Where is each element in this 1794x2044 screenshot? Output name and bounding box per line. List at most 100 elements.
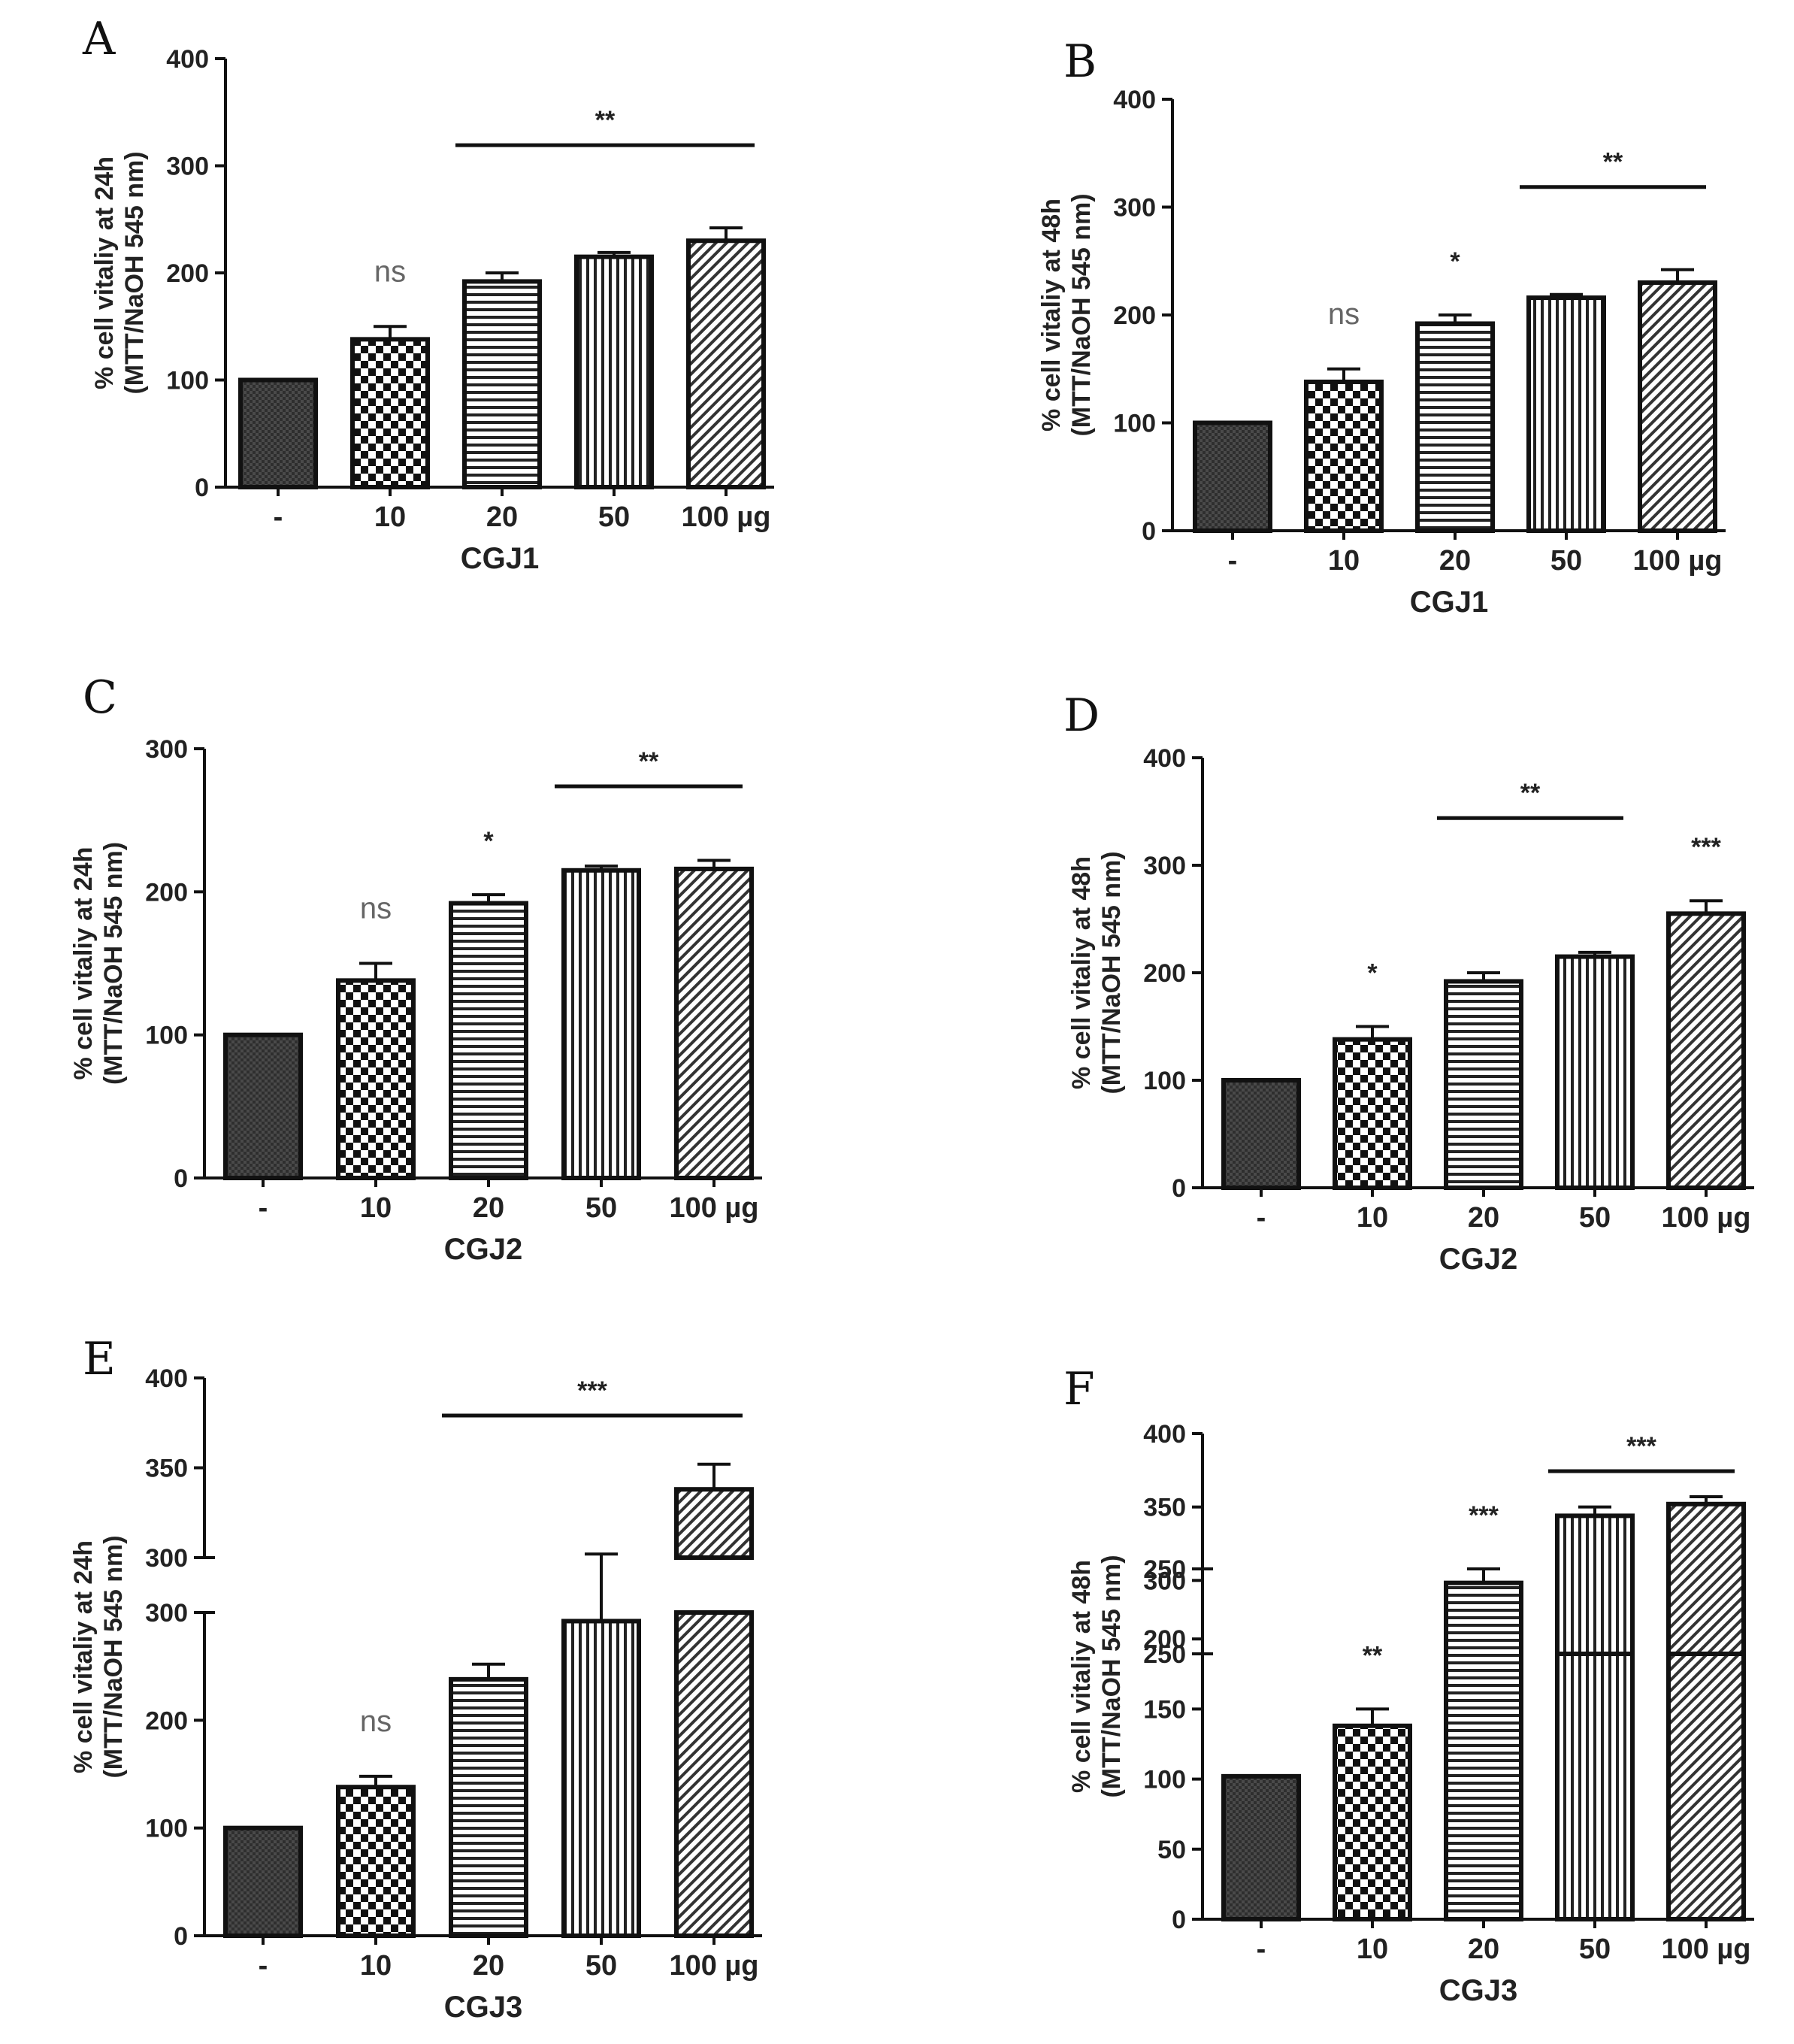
bar <box>674 1610 754 1938</box>
x-axis-title: CGJ3 <box>1439 1974 1518 2007</box>
bar-significance-label: ns <box>1328 298 1360 331</box>
bar-significance-label: ns <box>360 892 392 925</box>
y-tick-label: 250 <box>1143 1555 1186 1584</box>
x-tick-label: 10 <box>374 501 406 533</box>
bar <box>1221 1773 1301 1922</box>
bar <box>223 1032 303 1180</box>
y-tick-label: 350 <box>1143 1494 1186 1522</box>
x-axis-title: CGJ3 <box>444 1991 523 2024</box>
y-axis-title: % cell vitaliy at 24h (MTT/NaOH 545 nm) <box>69 1535 128 1778</box>
x-tick-label: - <box>259 1950 268 1982</box>
y-tick-label: 0 <box>1172 1174 1186 1203</box>
panel-e: E 0 100 200 300 300 350 400 - 10 20 50 100 µg CGJ3 % c… <box>69 1333 762 2024</box>
x-tick-label: - <box>1228 545 1238 577</box>
bar <box>1193 420 1272 533</box>
bar-significance-label: * <box>483 827 494 855</box>
x-tick-label: 100 µg <box>669 1950 758 1982</box>
x-tick-label: - <box>274 501 283 533</box>
panel-letter: D <box>1063 689 1100 742</box>
panel-letter: A <box>82 13 116 65</box>
y-tick-label: 100 <box>145 1815 188 1843</box>
bar <box>1444 979 1523 1190</box>
x-tick-label: 20 <box>473 1950 504 1982</box>
x-tick-label: 100 µg <box>681 501 770 533</box>
y-axis-title-line2: (MTT/NaOH 545 nm) <box>1097 851 1126 1094</box>
bar-significance-label: * <box>1367 959 1378 988</box>
bar <box>674 866 754 1180</box>
x-tick-label: 50 <box>598 501 630 533</box>
significance-label: ** <box>1603 148 1623 177</box>
y-axis-title-line1: % cell vitaliy at 48h <box>1067 1560 1096 1793</box>
y-tick-label: 0 <box>174 1922 188 1951</box>
bar-upper-segment <box>674 1487 754 1561</box>
bar-significance-label: * <box>1450 247 1460 276</box>
bar-upper-segment <box>1666 1501 1746 1657</box>
y-tick-label: 100 <box>1113 410 1156 438</box>
bar <box>1304 379 1384 533</box>
y-tick-label: 150 <box>1143 1695 1186 1724</box>
significance-label: ** <box>1520 779 1541 807</box>
x-axis-title: CGJ2 <box>444 1233 523 1266</box>
bar-significance-label: ** <box>1363 1641 1383 1670</box>
panel-letter: E <box>83 1333 116 1385</box>
y-tick-label: 300 <box>145 1599 188 1628</box>
significance-label: *** <box>577 1376 607 1405</box>
bar <box>1221 1078 1301 1190</box>
bar-significance-label: *** <box>1691 833 1721 862</box>
y-axis-title-line2: (MTT/NaOH 545 nm) <box>99 1535 128 1778</box>
y-tick-label: 0 <box>1172 1906 1186 1934</box>
y-axis-title-line1: % cell vitaliy at 48h <box>1037 198 1066 432</box>
y-axis-title-line1: % cell vitaliy at 24h <box>90 156 119 389</box>
x-tick-label: 20 <box>1468 1933 1499 1965</box>
x-tick-label: 20 <box>486 501 518 533</box>
bar <box>1333 1723 1412 1922</box>
y-axis-title-line2: (MTT/NaOH 545 nm) <box>1067 193 1096 436</box>
y-axis-title-line2: (MTT/NaOH 545 nm) <box>99 842 128 1085</box>
y-tick-label: 400 <box>145 1364 188 1393</box>
x-tick-label: 50 <box>1579 1933 1611 1965</box>
panel-d: D 0 100 200 300 400 - 10 20 50 100 µg CGJ2 % cell vi… <box>1063 689 1754 1276</box>
bar <box>336 1785 416 1938</box>
bar <box>1638 280 1717 533</box>
y-tick-label: 300 <box>1143 1567 1186 1595</box>
y-tick-label: 100 <box>1143 1766 1186 1794</box>
y-tick-label: 350 <box>145 1455 188 1483</box>
y-tick-label: 200 <box>145 878 188 907</box>
x-tick-label: 10 <box>360 1192 392 1224</box>
x-tick-label: 50 <box>585 1950 617 1982</box>
panel-letter: C <box>83 671 117 724</box>
y-axis-title-line1: % cell vitaliy at 24h <box>69 1540 98 1773</box>
y-tick-label: 250 <box>1143 1640 1186 1669</box>
significance-label: ** <box>639 747 659 776</box>
x-tick-label: 10 <box>1328 545 1360 577</box>
y-axis-title: % cell vitaliy at 24h (MTT/NaOH 545 nm) <box>90 151 149 394</box>
y-axis-title: % cell vitaliy at 48h (MTT/NaOH 545 nm) <box>1067 1555 1126 1797</box>
panel-b: B 0 100 200 300 400 - 10 20 50 100 µg CGJ1 % cell vi… <box>1037 35 1726 619</box>
y-tick-label: 400 <box>166 45 209 74</box>
x-tick-label: 50 <box>585 1192 617 1224</box>
panel-letter: F <box>1063 1363 1095 1416</box>
bar <box>1444 1580 1523 1921</box>
y-tick-label: 100 <box>1143 1067 1186 1095</box>
x-tick-label: 10 <box>1357 1202 1388 1234</box>
y-tick-label: 50 <box>1157 1836 1186 1864</box>
significance-label: ** <box>595 106 616 135</box>
x-tick-label: - <box>1257 1933 1266 1965</box>
bar-significance-label: ns <box>374 255 406 288</box>
bar <box>561 1619 641 1938</box>
y-tick-label: 200 <box>166 259 209 288</box>
bar <box>561 868 641 1180</box>
y-axis-title-line1: % cell vitaliy at 48h <box>1067 856 1096 1089</box>
x-tick-label: 50 <box>1579 1202 1611 1234</box>
x-tick-label: 20 <box>473 1192 504 1224</box>
y-tick-label: 100 <box>145 1022 188 1050</box>
bar <box>336 978 416 1180</box>
bar <box>238 377 318 489</box>
x-axis-title: CGJ1 <box>1410 586 1489 619</box>
y-tick-label: 400 <box>1143 1420 1186 1449</box>
bar <box>574 254 654 489</box>
x-tick-label: - <box>259 1192 268 1224</box>
y-tick-label: 400 <box>1143 744 1186 773</box>
